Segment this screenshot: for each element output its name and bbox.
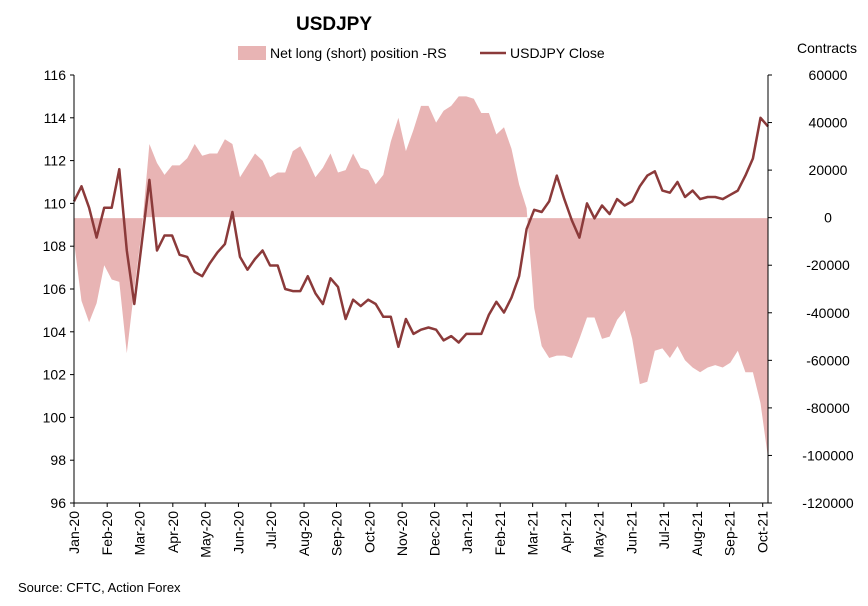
right-tick-label: 60000 xyxy=(809,67,848,83)
x-tick-label: Aug-21 xyxy=(689,511,705,556)
x-tick-label: Jan-20 xyxy=(66,511,82,554)
x-tick-label: Aug-20 xyxy=(296,511,312,556)
x-tick-label: Apr-21 xyxy=(558,511,574,553)
x-tick-label: Jul-21 xyxy=(656,511,672,549)
right-tick-label: 40000 xyxy=(809,115,848,131)
x-tick-label: Oct-21 xyxy=(755,511,771,553)
legend-label-usdjpy-close: USDJPY Close xyxy=(510,45,605,61)
legend-swatch-net-position xyxy=(238,46,266,60)
left-tick-label: 100 xyxy=(43,409,67,425)
x-tick-label: Jun-21 xyxy=(623,511,639,554)
x-tick-label: Jan-21 xyxy=(459,511,475,554)
left-tick-label: 104 xyxy=(43,324,67,340)
x-tick-label: Feb-20 xyxy=(99,511,115,556)
right-tick-label: -20000 xyxy=(806,257,850,273)
right-tick-label: 0 xyxy=(824,210,832,226)
left-tick-label: 96 xyxy=(50,495,66,511)
chart-title: USDJPY xyxy=(296,14,372,35)
right-tick-label: -80000 xyxy=(806,400,850,416)
plot-area: 96 98 100 102 104 106 108 110 112 114 116 -120000 -1… xyxy=(43,67,854,558)
right-tick-label: -60000 xyxy=(806,352,850,368)
x-tick-label: Jun-20 xyxy=(230,511,246,554)
left-tick-label: 102 xyxy=(43,367,67,383)
x-tick-label: Apr-20 xyxy=(165,511,181,553)
left-tick-label: 106 xyxy=(43,281,67,297)
left-tick-label: 108 xyxy=(43,238,67,254)
right-tick-label: -120000 xyxy=(802,495,854,511)
x-tick-label: May-20 xyxy=(197,511,213,558)
left-tick-label: 116 xyxy=(44,67,67,83)
right-axis-unit-label: Contracts xyxy=(797,40,857,56)
series-area-net-position xyxy=(74,96,768,458)
x-tick-label: Oct-20 xyxy=(362,511,378,553)
series-line-usdjpy-close xyxy=(72,116,769,349)
left-tick-label: 98 xyxy=(50,452,66,468)
source-note: Source: CFTC, Action Forex xyxy=(18,580,181,595)
x-tick-label: Sep-21 xyxy=(722,511,738,556)
left-tick-label: 112 xyxy=(44,153,67,169)
right-tick-label: -100000 xyxy=(802,447,854,463)
x-tick-label: Jul-20 xyxy=(263,511,279,549)
x-tick-label: Nov-20 xyxy=(394,511,410,556)
x-tick-label: Mar-21 xyxy=(525,511,541,556)
x-tick-label: Mar-20 xyxy=(132,511,148,556)
x-tick-label: May-21 xyxy=(590,511,606,558)
left-tick-label: 110 xyxy=(44,195,67,211)
legend-label-net-position: Net long (short) position -RS xyxy=(270,45,447,61)
x-tick-label: Dec-20 xyxy=(427,511,443,556)
x-tick-label: Feb-21 xyxy=(492,511,508,556)
right-tick-label: 20000 xyxy=(809,162,848,178)
right-tick-label: -40000 xyxy=(806,305,850,321)
left-tick-label: 114 xyxy=(44,110,67,126)
legend: Net long (short) position -RS USDJPY Clo… xyxy=(238,45,605,61)
x-tick-label: Sep-20 xyxy=(329,511,345,556)
